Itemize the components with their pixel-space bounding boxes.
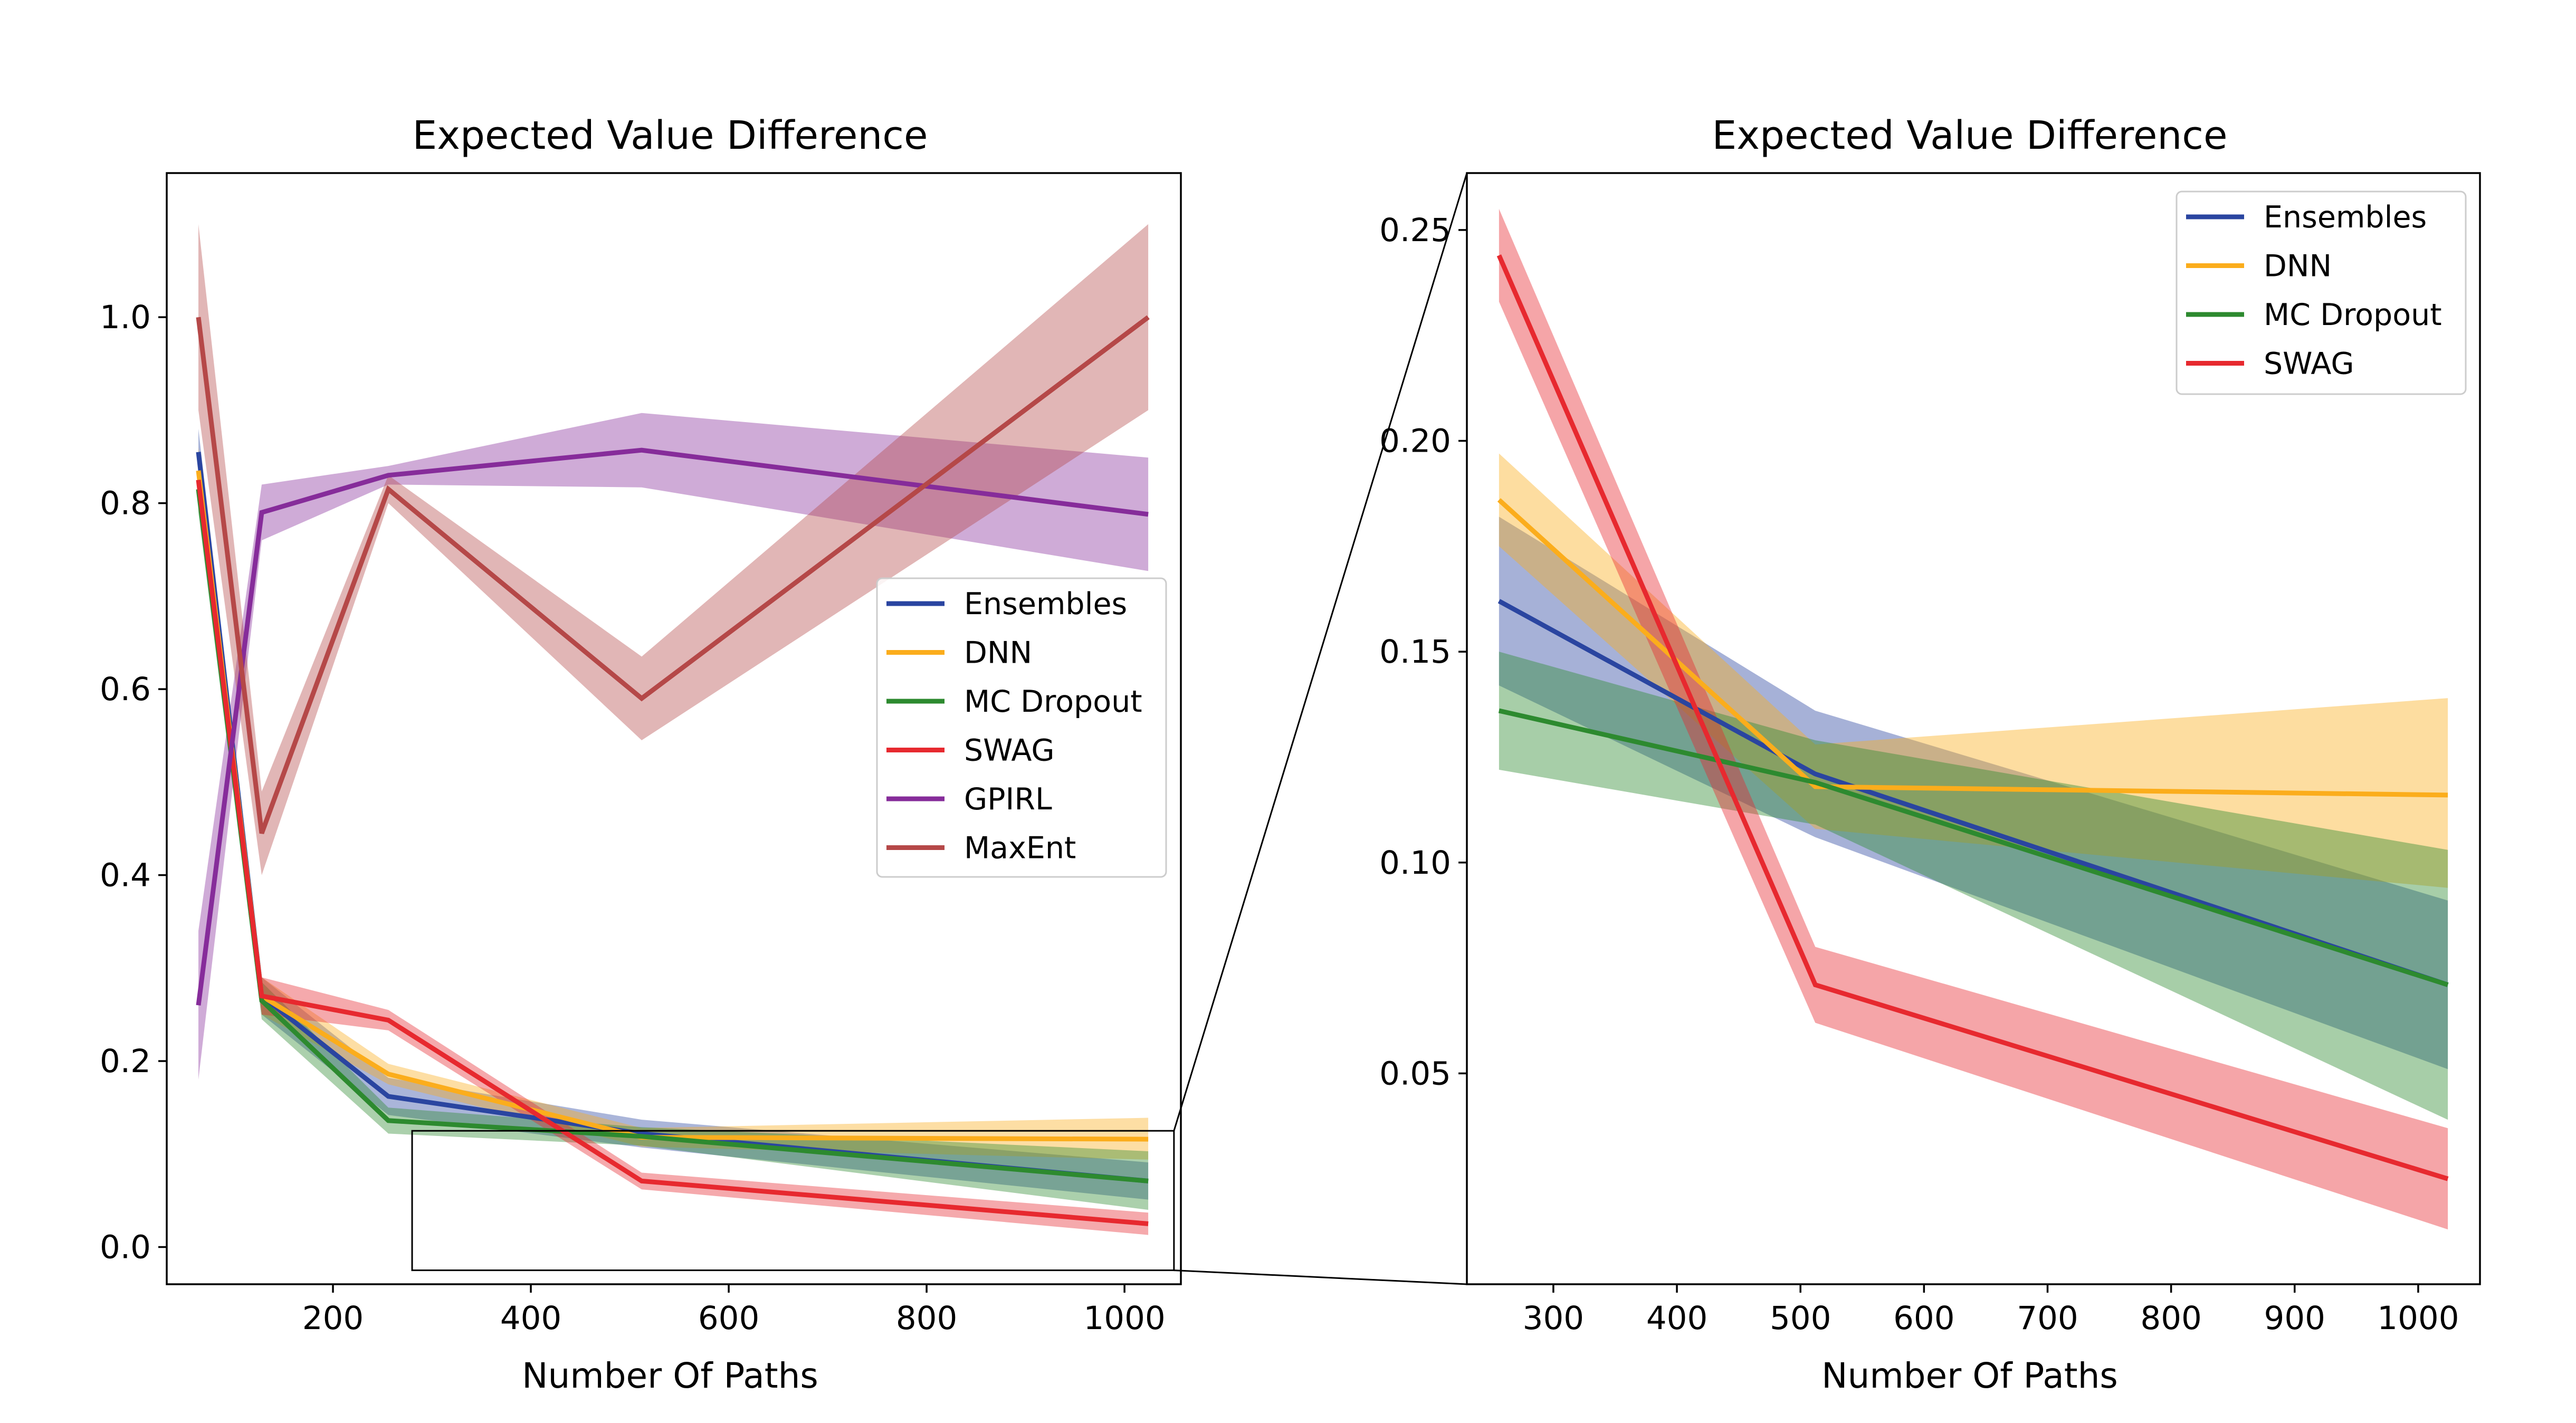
right-x-tick-label: 600 bbox=[1893, 1300, 1954, 1337]
left-chart-title: Expected Value Difference bbox=[413, 113, 928, 158]
left-x-tick-label: 800 bbox=[896, 1300, 957, 1337]
connector-line-top bbox=[1173, 173, 1468, 1131]
left-legend-label-maxent: MaxEnt bbox=[964, 831, 1076, 866]
right-x-tick-label: 300 bbox=[1523, 1300, 1584, 1337]
left-y-tick-label: 0.2 bbox=[100, 1043, 151, 1080]
right-line-dnn bbox=[1497, 498, 2448, 798]
left-legend-label-swag: SWAG bbox=[964, 733, 1055, 768]
left-x-tick-label: 200 bbox=[302, 1300, 364, 1337]
left-legend-box bbox=[876, 577, 1167, 878]
zoom-connector-lines bbox=[1173, 173, 1468, 1285]
right-x-tick-label: 1000 bbox=[2377, 1300, 2459, 1337]
right-x-axis-label: Number Of Paths bbox=[1821, 1355, 2118, 1396]
right-band-dnn bbox=[1499, 453, 2448, 888]
left-y-tick-label: 0.8 bbox=[100, 485, 151, 522]
right-series-lines bbox=[1496, 254, 2449, 1181]
left-line-swag bbox=[196, 480, 1149, 1226]
right-line-swag bbox=[1496, 254, 2449, 1181]
left-legend-label-dnn: DNN bbox=[964, 636, 1032, 671]
left-y-tick-label: 1.0 bbox=[100, 299, 151, 336]
right-chart-title: Expected Value Difference bbox=[1712, 113, 2228, 158]
left-legend-label-ensembles: Ensembles bbox=[964, 587, 1127, 622]
right-legend-box bbox=[2176, 190, 2467, 395]
right-chart-panel: Expected Value Difference 300 400 500 600 70… bbox=[1379, 113, 2481, 1396]
left-series-lines bbox=[196, 315, 1150, 1226]
right-y-tick-label: 0.25 bbox=[1379, 212, 1451, 249]
right-line-mc-dropout bbox=[1498, 708, 2449, 987]
right-legend-label-mc-dropout: MC Dropout bbox=[2264, 298, 2442, 332]
right-x-tick-label: 500 bbox=[1770, 1300, 1831, 1337]
left-legend-label-gpirl: GPIRL bbox=[964, 782, 1052, 817]
right-y-tick-label: 0.20 bbox=[1379, 423, 1451, 460]
right-band-swag bbox=[1499, 208, 2448, 1230]
right-y-tick-label: 0.15 bbox=[1379, 633, 1451, 671]
left-x-tick-label: 600 bbox=[698, 1300, 759, 1337]
right-axes-frame bbox=[1466, 172, 2481, 1285]
right-y-tick-label: 0.05 bbox=[1379, 1055, 1451, 1092]
right-legend-label-ensembles: Ensembles bbox=[2264, 200, 2427, 235]
left-legend: Ensembles DNN MC Dropout SWAG GPIRL MaxEnt bbox=[876, 577, 1167, 878]
right-band-mc-dropout bbox=[1499, 652, 2448, 1120]
zoom-region-indicator bbox=[411, 1130, 1175, 1272]
right-x-tick-label: 400 bbox=[1646, 1300, 1707, 1337]
left-x-axis-label: Number Of Paths bbox=[522, 1355, 818, 1396]
left-legend-label-mc-dropout: MC Dropout bbox=[964, 684, 1142, 719]
right-x-tick-label: 800 bbox=[2140, 1300, 2201, 1337]
left-confidence-bands bbox=[198, 224, 1149, 1235]
left-line-maxent bbox=[196, 315, 1150, 834]
left-band-gpirl bbox=[198, 413, 1149, 1080]
right-x-tick-label: 900 bbox=[2264, 1300, 2325, 1337]
right-line-ensembles bbox=[1497, 599, 2449, 987]
left-chart-panel: Expected Value Difference 200 400 600 800 10… bbox=[100, 113, 1182, 1396]
left-x-tick-label: 400 bbox=[500, 1300, 561, 1337]
right-confidence-bands bbox=[1499, 208, 2448, 1230]
right-legend: Ensembles DNN MC Dropout SWAG bbox=[2176, 190, 2467, 395]
right-y-tick-label: 0.10 bbox=[1379, 844, 1451, 882]
right-band-ensembles bbox=[1499, 517, 2448, 1069]
connector-line-bottom bbox=[1173, 1269, 1467, 1285]
right-legend-label-dnn: DNN bbox=[2264, 249, 2332, 284]
right-legend-label-swag: SWAG bbox=[2264, 347, 2354, 381]
left-axes-frame bbox=[166, 172, 1182, 1285]
right-x-tick-label: 700 bbox=[2017, 1300, 2078, 1337]
right-x-axis-ticks: 300 400 500 600 700 800 900 1000 bbox=[1523, 1284, 2459, 1337]
left-y-axis-ticks: 0.0 0.2 0.4 0.6 0.8 1.0 bbox=[100, 299, 167, 1266]
left-x-axis-ticks: 200 400 600 800 1000 bbox=[302, 1284, 1166, 1337]
left-x-tick-label: 1000 bbox=[1083, 1300, 1165, 1337]
left-y-tick-label: 0.0 bbox=[100, 1229, 151, 1266]
right-y-axis-ticks: 0.05 0.10 0.15 0.20 0.25 bbox=[1379, 212, 1467, 1092]
left-y-tick-label: 0.6 bbox=[100, 671, 151, 708]
left-y-tick-label: 0.4 bbox=[100, 857, 151, 894]
